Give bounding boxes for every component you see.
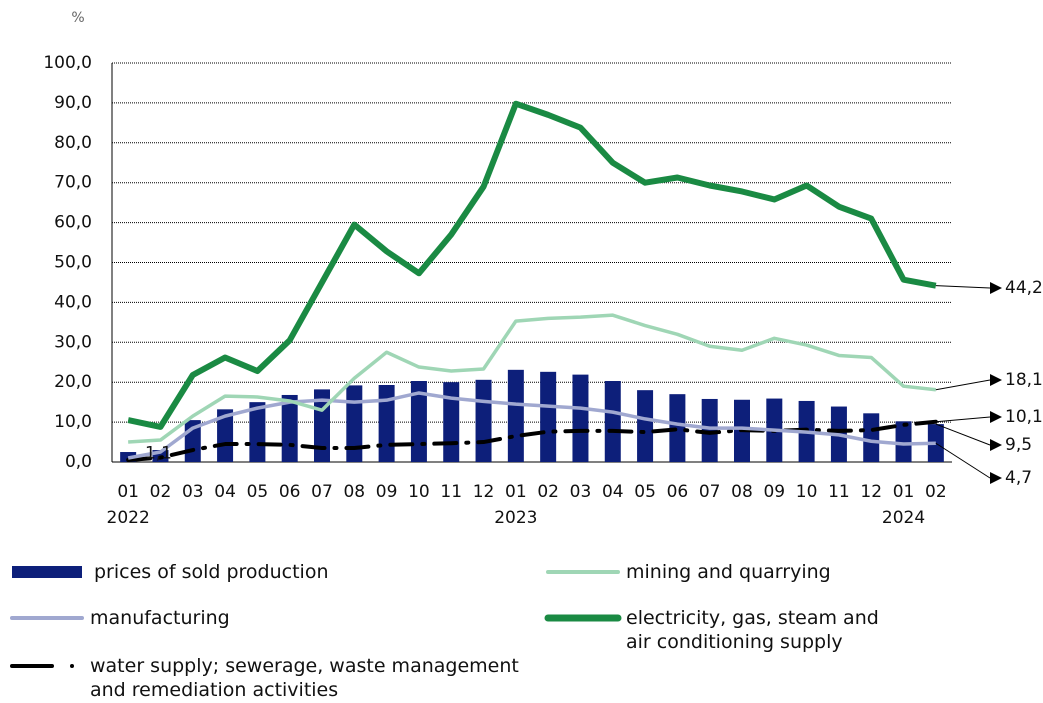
x-tick-label: 07: [311, 482, 333, 502]
x-group-label: 2024: [882, 508, 925, 528]
x-group-label: 2023: [494, 508, 537, 528]
x-tick-label: 02: [925, 482, 947, 502]
x-tick-label: 10: [408, 482, 430, 502]
legend-label: prices of sold production: [94, 561, 329, 583]
x-tick-label: 09: [376, 482, 398, 502]
y-tick-label: 10,0: [54, 412, 92, 432]
bar: [281, 394, 298, 462]
legend-label: electricity, gas, steam and air conditio…: [626, 607, 879, 653]
bar: [249, 402, 266, 462]
x-tick-label: 12: [473, 482, 495, 502]
line: [127, 391, 936, 460]
arrow-head: [990, 282, 1002, 294]
bar: [863, 413, 880, 462]
arrow-head: [990, 374, 1002, 386]
x-tick-label: 04: [602, 482, 624, 502]
bar: [217, 409, 234, 462]
x-tick-label: 06: [279, 482, 301, 502]
bar: [572, 374, 589, 462]
y-tick-label: 20,0: [54, 372, 92, 392]
x-tick-label: 06: [667, 482, 689, 502]
x-tick-label: 03: [182, 482, 204, 502]
x-tick-label: 04: [214, 482, 236, 502]
legend-label: water supply; sewerage, waste management…: [90, 655, 519, 701]
x-tick-label: 05: [247, 482, 269, 502]
x-tick-label: 09: [763, 482, 785, 502]
bar: [346, 385, 363, 462]
legend-label: manufacturing: [90, 607, 230, 629]
x-tick-label: 07: [699, 482, 721, 502]
x-tick-label: 02: [537, 482, 559, 502]
y-tick-label: 0,0: [65, 452, 92, 472]
x-tick-label: 08: [731, 482, 753, 502]
value-label: 1,1: [145, 444, 172, 464]
x-tick-label: 01: [117, 482, 139, 502]
bar: [701, 398, 718, 462]
bar: [507, 369, 524, 462]
x-group-label: 2022: [107, 508, 150, 528]
x-tick-label: 02: [150, 482, 172, 502]
value-label: 18,1: [1005, 370, 1043, 390]
x-tick-label: 11: [828, 482, 850, 502]
x-tick-label: 01: [893, 482, 915, 502]
x-tick-label: 05: [634, 482, 656, 502]
x-tick-label: 10: [796, 482, 818, 502]
line: [127, 100, 937, 430]
arrow-head: [990, 439, 1002, 451]
y-tick-label: 60,0: [54, 213, 92, 233]
y-tick-label: 50,0: [54, 253, 92, 273]
legend-swatch: [70, 664, 74, 668]
value-label: 4,7: [1005, 468, 1032, 488]
bar: [637, 390, 654, 462]
legend-swatch: [12, 566, 82, 578]
annotation-arrow: [935, 442, 991, 479]
value-label: 44,2: [1005, 278, 1043, 298]
x-tick-label: 08: [343, 482, 365, 502]
bar: [895, 421, 912, 462]
arrow-head: [990, 411, 1002, 423]
bar: [443, 382, 460, 462]
bar: [378, 384, 395, 462]
x-tick-label: 12: [860, 482, 882, 502]
bar: [475, 379, 492, 462]
annotation-arrow: [935, 423, 991, 446]
y-tick-label: 80,0: [54, 133, 92, 153]
bar: [927, 424, 944, 462]
bar: [540, 371, 557, 462]
annotation-arrow: [935, 416, 991, 423]
line: [128, 313, 937, 444]
bar: [410, 381, 427, 462]
y-tick-label: 30,0: [54, 332, 92, 352]
y-tick-label: 70,0: [54, 173, 92, 193]
arrow-head: [990, 472, 1002, 484]
y-unit: %: [71, 10, 84, 26]
x-tick-label: 03: [570, 482, 592, 502]
y-tick-label: 40,0: [54, 292, 92, 312]
bar: [669, 394, 686, 462]
line: [126, 419, 938, 463]
bar: [604, 381, 621, 462]
y-tick-label: 100,0: [43, 53, 92, 73]
x-tick-label: 01: [505, 482, 527, 502]
x-tick-label: 11: [440, 482, 462, 502]
annotation-arrow: [935, 285, 991, 289]
value-label: 9,5: [1005, 435, 1032, 455]
value-label: 10,1: [1005, 407, 1043, 427]
annotation-arrow: [935, 379, 991, 391]
y-tick-label: 90,0: [54, 93, 92, 113]
legend-label: mining and quarrying: [626, 561, 831, 583]
